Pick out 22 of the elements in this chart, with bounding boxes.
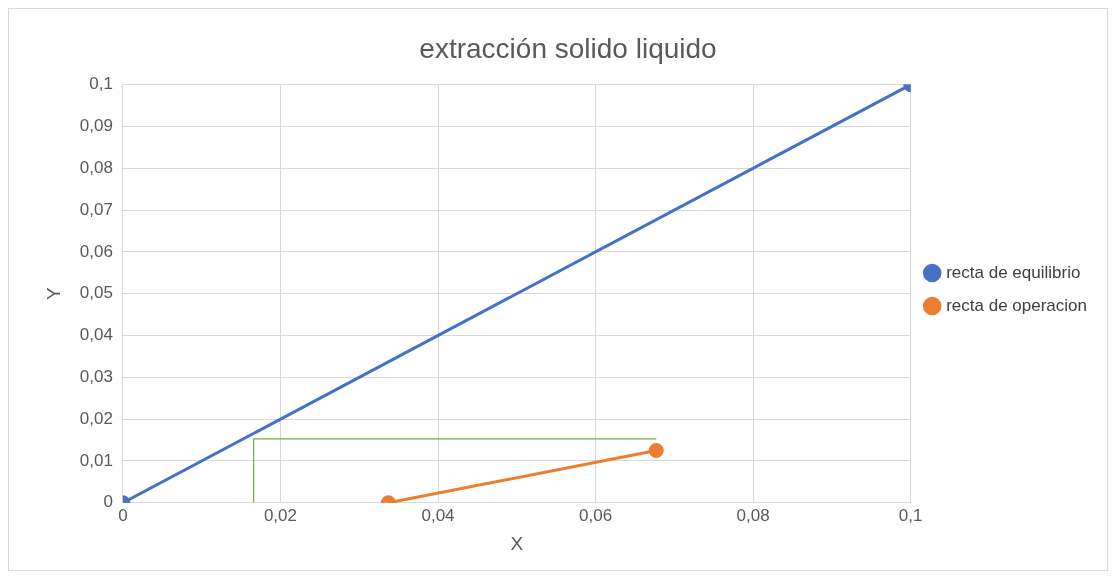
y-tick-label: 0,1 <box>89 74 113 94</box>
x-tick-label: 0,06 <box>579 505 613 525</box>
x-tick-label: 0,02 <box>263 505 297 525</box>
chart-title: extracción solido liquido <box>419 32 717 64</box>
y-tick-label: 0,09 <box>79 116 113 136</box>
x-tick-label: 0,1 <box>898 505 923 525</box>
y-tick-label: 0,02 <box>79 408 113 428</box>
legend-label: recta de equilibrio <box>946 262 1081 282</box>
y-axis-title: Y <box>42 287 64 301</box>
x-tick-label: 0,04 <box>421 505 455 525</box>
y-tick-label: 0,05 <box>79 283 113 303</box>
legend-label: recta de operacion <box>946 295 1088 315</box>
y-tick-label: 0,06 <box>79 241 113 261</box>
y-tick-label: 0,04 <box>79 325 113 345</box>
x-axis-title: X <box>510 532 524 554</box>
y-tick-label: 0 <box>103 492 113 512</box>
y-tick-label: 0,01 <box>79 450 113 470</box>
x-tick-label: 0 <box>118 505 128 525</box>
x-tick-label: 0,08 <box>736 505 770 525</box>
y-tick-label: 0,08 <box>79 157 113 177</box>
y-tick-label: 0,03 <box>79 367 113 387</box>
y-tick-label: 0,07 <box>79 199 113 219</box>
